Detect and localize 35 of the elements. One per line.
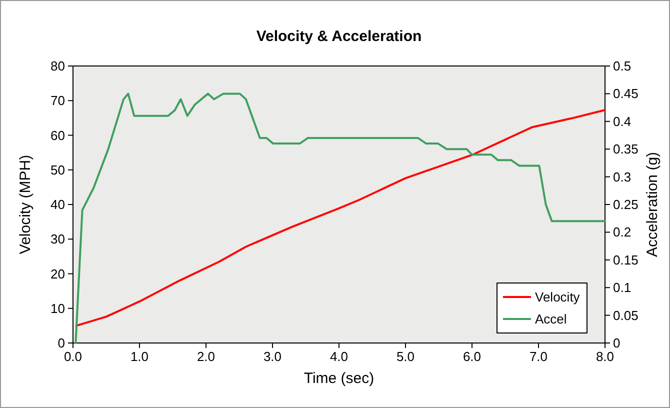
y2-tick-label: 0.45 [613, 86, 638, 102]
y2-axis-title: Acceleration (g) [644, 152, 661, 258]
x-tick-label: 2.0 [196, 349, 216, 364]
y-tick-label: 30 [50, 232, 65, 247]
y-tick-label: 80 [50, 58, 65, 74]
y-tick-label: 0 [58, 336, 65, 350]
y2-tick-label: 0.1 [613, 280, 632, 296]
y-tick-label: 60 [50, 128, 65, 143]
x-axis-title: Time (sec) [304, 370, 374, 387]
x-tick-label: 0.0 [64, 349, 82, 364]
y-tick-label: 10 [50, 300, 65, 316]
y2-tick-label: 0.15 [613, 252, 638, 268]
y2-tick-label: 0 [613, 336, 620, 350]
x-tick-label: 7.0 [529, 349, 548, 364]
y2-tick-label: 0.3 [613, 169, 632, 184]
x-tick-label: 5.0 [396, 349, 415, 364]
y2-tick-label: 0.05 [613, 308, 638, 323]
x-tick-label: 3.0 [263, 349, 282, 364]
y2-tick-label: 0.35 [613, 142, 638, 157]
x-tick-label: 1.0 [130, 349, 149, 364]
legend-label: Accel [535, 312, 567, 326]
x-tick-label: 6.0 [462, 349, 482, 364]
x-tick-label: 8.0 [596, 349, 614, 364]
y-axis-title: Velocity (MPH) [17, 154, 34, 254]
y2-tick-label: 0.5 [613, 58, 632, 74]
y-tick-label: 20 [50, 266, 65, 282]
y2-tick-label: 0.4 [613, 114, 632, 129]
y-tick-label: 50 [50, 162, 65, 178]
y2-tick-label: 0.25 [613, 197, 638, 212]
y-tick-label: 70 [50, 93, 65, 108]
y2-tick-label: 0.2 [613, 224, 632, 240]
chart-title: Velocity & Acceleration [256, 28, 422, 45]
legend-label: Velocity [535, 290, 580, 304]
x-tick-label: 4.0 [330, 349, 348, 364]
y-tick-label: 40 [50, 197, 65, 212]
